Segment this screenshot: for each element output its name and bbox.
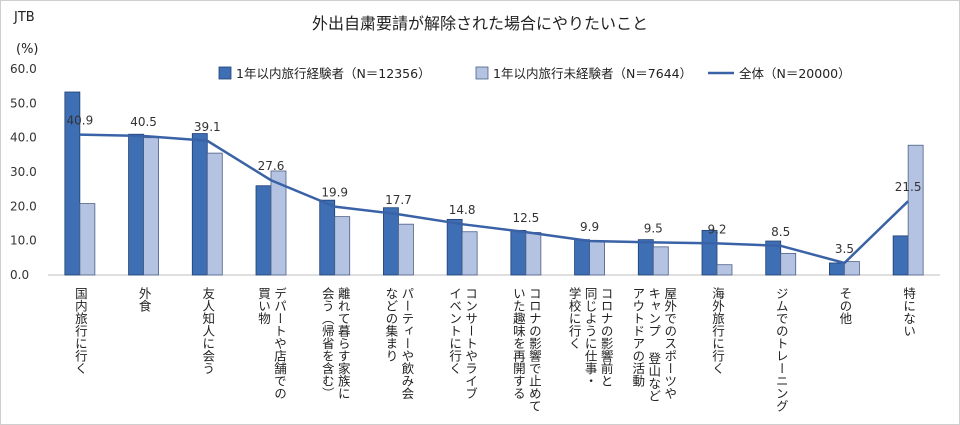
legend-series-1-label: 1年以内旅行経験者（N＝12356） xyxy=(236,66,431,81)
data-label: 9.9 xyxy=(580,220,599,234)
bar-series-1 xyxy=(255,185,272,276)
category-label: 友人知人に会う xyxy=(199,287,215,375)
data-label: 40.5 xyxy=(130,115,157,129)
category-label: 国内旅行に行く xyxy=(72,287,88,375)
y-tick-label: 60.0 xyxy=(10,62,37,76)
data-label: 27.6 xyxy=(258,159,285,173)
bar-series-2 xyxy=(716,264,733,276)
brand-label: JTB xyxy=(14,10,35,25)
bar-series-2 xyxy=(780,252,797,276)
category-label-line: イベントに行く xyxy=(447,287,463,375)
category-label-line: キャンプ 登山など xyxy=(646,287,662,402)
data-label: 9.2 xyxy=(707,222,726,236)
data-label: 21.5 xyxy=(895,180,922,194)
y-tick-label: 20.0 xyxy=(10,199,37,213)
bar-series-1 xyxy=(446,218,463,276)
category-label-line: アウトドアの活動 xyxy=(630,287,646,387)
legend-series-total-label: 全体（N＝20000） xyxy=(739,66,851,81)
y-axis-unit: (%) xyxy=(16,42,39,57)
category-label: 海外旅行に行く xyxy=(709,287,725,375)
data-label: 14.8 xyxy=(449,203,476,217)
bar-series-2 xyxy=(461,231,478,276)
category-label: 離れて暮らす家族に 会う（帰省を含む） xyxy=(319,287,351,400)
category-label-line: 友人知人に会う xyxy=(200,287,216,375)
bar-series-1 xyxy=(319,199,336,276)
line-series-total xyxy=(79,133,910,265)
bar-series-1 xyxy=(892,235,909,276)
category-label-line: 会う（帰省を含む） xyxy=(319,287,335,400)
bar-series-2 xyxy=(907,144,924,276)
category-label: パーティーや飲み会 などの集まり xyxy=(382,287,414,400)
category-label-line: 外食 xyxy=(136,287,152,312)
data-label: 40.9 xyxy=(66,114,93,128)
bar-series-2 xyxy=(525,232,542,276)
bar-series-1 xyxy=(637,239,654,276)
category-label-line: いた趣味を再開する xyxy=(510,287,526,400)
data-label: 8.5 xyxy=(771,225,790,239)
category-label-line: コンサートやライブ xyxy=(463,287,479,400)
category-label-line: 同じように仕事・ xyxy=(582,287,598,387)
category-label: コンサートやライブ イベントに行く xyxy=(446,287,478,400)
category-label-line: 屋外でのスポーツや xyxy=(662,287,678,400)
category-label-line: 買い物 xyxy=(256,287,271,325)
bar-series-1 xyxy=(128,133,144,276)
data-label: 12.5 xyxy=(512,211,539,225)
bar-series-2 xyxy=(589,240,605,276)
category-label: 特にない xyxy=(900,287,916,337)
data-label: 39.1 xyxy=(194,120,221,134)
bar-series-2 xyxy=(334,216,351,276)
category-label-line: デパートや店舗での xyxy=(272,287,287,400)
bar-series-2 xyxy=(844,261,860,276)
bar-series-2 xyxy=(79,203,96,276)
data-label: 3.5 xyxy=(835,242,854,256)
data-label: 19.9 xyxy=(321,186,348,200)
category-label-line: ジムでのトレーニング xyxy=(773,287,789,412)
y-tick-label: 10.0 xyxy=(10,234,37,248)
y-tick-label: 0.0 xyxy=(10,268,29,282)
category-label-line: その他 xyxy=(837,287,853,325)
category-label-line: パーティーや飲み会 xyxy=(399,287,415,400)
y-tick-label: 30.0 xyxy=(10,165,37,179)
bar-series-1 xyxy=(574,239,590,276)
category-label: デパートや店舗での 買い物 xyxy=(255,287,287,400)
bar-series-1 xyxy=(383,207,399,276)
category-label: その他 xyxy=(836,287,852,325)
bar-series-2 xyxy=(270,170,287,276)
category-label: 外食 xyxy=(136,287,152,312)
bar-series-1 xyxy=(191,133,208,276)
category-label-line: コロナの影響前と xyxy=(598,287,614,387)
legend-series-2-swatch xyxy=(475,66,489,80)
category-label-line: 離れて暮らす家族に xyxy=(335,287,351,400)
bar-series-2 xyxy=(652,246,669,276)
category-label-line: などの集まり xyxy=(383,287,399,362)
category-label: ジムでのトレーニング xyxy=(773,287,789,412)
data-label: 17.7 xyxy=(385,193,412,207)
y-tick-label: 40.0 xyxy=(10,131,37,145)
bar-series-2 xyxy=(206,152,223,276)
category-label: 屋外でのスポーツや キャンプ 登山など アウトドアの活動 xyxy=(629,287,677,402)
category-label: コロナの影響前と 同じように仕事・ 学校に行く xyxy=(566,287,614,387)
category-label-line: 特にない xyxy=(901,287,917,337)
category-label-line: 海外旅行に行く xyxy=(710,287,725,375)
bar-series-1 xyxy=(829,262,845,276)
category-label-line: コロナの影響で止めて xyxy=(526,287,542,412)
y-tick-label: 50.0 xyxy=(10,96,37,110)
bar-series-2 xyxy=(398,223,414,276)
data-label: 9.5 xyxy=(644,221,663,235)
legend-series-2-label: 1年以内旅行未経験者（N＝7644） xyxy=(493,66,692,81)
category-label: コロナの影響で止めて いた趣味を再開する xyxy=(510,287,542,412)
category-label-line: 国内旅行に行く xyxy=(72,287,88,375)
category-label-line: 学校に行く xyxy=(566,287,582,350)
bar-series-2 xyxy=(143,137,159,276)
chart-title: 外出自粛要請が解除された場合にやりたいこと xyxy=(311,14,648,33)
legend-series-1-swatch xyxy=(218,66,232,80)
bar-series-1 xyxy=(701,229,718,276)
bar-series-1 xyxy=(510,229,527,276)
bar-series-1 xyxy=(64,91,81,276)
